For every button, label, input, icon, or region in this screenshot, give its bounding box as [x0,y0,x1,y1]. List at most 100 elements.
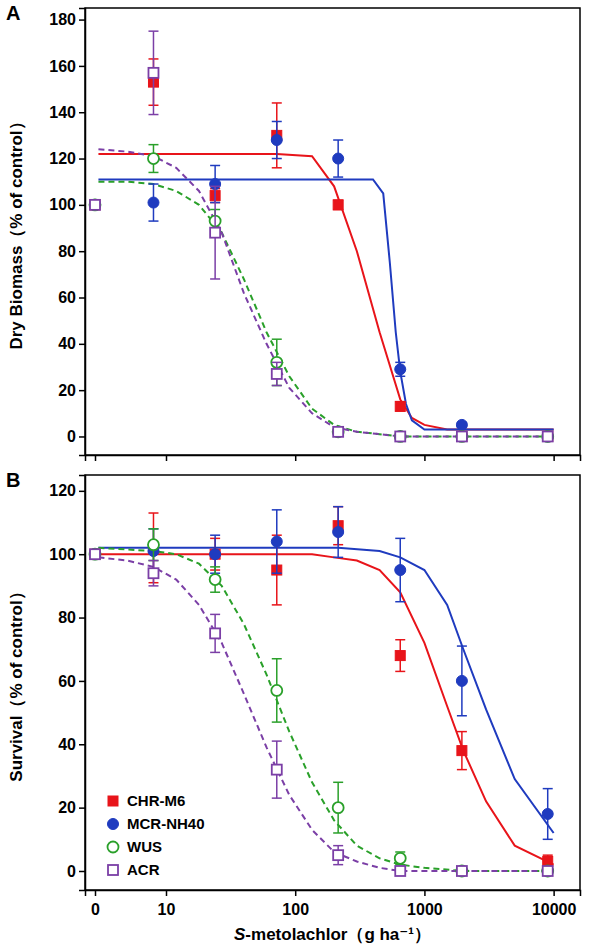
y-tick: 0 [67,863,85,880]
data-point [90,199,101,210]
y-axis-title: Survival（% of control） [7,583,26,781]
panel: 020406080100120140160180ADry Biomass（% o… [6,2,581,461]
legend-item: CHR-M6 [108,792,185,809]
y-tick: 60 [58,673,85,690]
x-tick [554,455,555,461]
error-bar-cap [333,782,343,784]
y-tick: 120 [49,482,85,499]
x-tick-mark [95,455,97,461]
data-point [210,628,220,638]
y-tick-label: 60 [58,289,76,306]
error-bar [210,567,220,592]
x-tick-label: 1000 [407,901,443,918]
legend-item: WUS [108,838,163,855]
data-point [148,568,158,578]
error-bar-cap [272,167,282,169]
data-point [271,135,282,146]
y-tick-mark [79,112,85,114]
error-bar-cap [272,604,282,606]
legend-marker [108,865,118,875]
data-point [395,565,406,576]
x-tick: 0 [91,890,100,918]
data-point [90,549,101,560]
data-point [148,197,159,208]
panel-label: B [6,469,20,491]
error-bar-cap [210,614,220,616]
y-tick-label: 0 [67,863,76,880]
error-bar-cap [395,601,405,603]
y-tick-mark [79,19,85,21]
error-bar-cap [543,854,553,856]
x-tick-label: 10000 [532,901,577,918]
legend-marker [108,796,118,806]
y-tick-mark [79,681,85,683]
y-tick-label: 100 [49,546,76,563]
data-point [90,549,100,559]
error-bar [333,507,343,558]
data-point [333,426,344,437]
error-bar-cap [272,102,282,104]
y-tick: 80 [58,243,85,260]
x-tick-mark [166,890,168,896]
error-bar-cap [272,158,282,160]
data-point [148,539,159,550]
legend-marker [108,819,119,830]
error-bar [457,732,467,770]
error-bar-cap [333,864,343,866]
error-bar-cap [333,832,343,834]
error-bar [333,846,343,865]
y-tick-label: 100 [49,196,76,213]
x-axis-title: S-metolachlor（g ha⁻¹） [234,925,431,944]
y-tick: 20 [58,382,85,399]
x-tick: 100 [282,890,309,918]
error-bar-cap [148,30,158,32]
error-bar [148,184,158,221]
y-tick-label: 40 [58,335,76,352]
error-bar-cap [210,186,220,188]
error-bar-cap [333,506,343,508]
error-bar-cap [148,114,158,116]
y-tick-mark [79,205,85,207]
x-tick-mark [295,455,297,461]
data-point [456,431,467,442]
error-bar-cap [457,769,467,771]
x-axis [86,455,581,461]
fit-curve [98,548,553,871]
error-bar [272,103,282,168]
data-point [395,866,405,876]
x-tick-mark [553,455,555,461]
y-tick-label: 0 [67,428,76,445]
error-bar [210,186,220,279]
error-bar-cap [272,385,282,387]
data-point [210,228,220,238]
error-bar-cap [395,671,405,673]
error-bar-cap [272,362,282,364]
data-point [333,527,344,538]
error-bar-cap [148,144,158,146]
error-bar-cap [210,165,220,167]
error-bar [395,538,405,601]
error-bar [148,513,158,583]
data-point [210,574,221,585]
x-tick-label: 100 [282,901,309,918]
y-tick-mark [79,744,85,746]
y-axis-line [79,9,86,456]
error-bar-cap [395,362,405,364]
error-bar-cap [543,788,553,790]
data-point [395,651,405,661]
data-point [333,802,344,813]
data-point [271,536,282,547]
y-tick: 100 [49,196,85,213]
error-bar-cap [457,731,467,733]
error-bar-cap [148,220,158,222]
error-bar [148,561,158,586]
error-bar [210,535,220,573]
error-bar [148,145,158,173]
y-tick-label: 60 [58,673,76,690]
error-bar-cap [148,560,158,562]
error-bar [395,852,405,865]
x-tick-mark [166,455,168,461]
error-bar [272,362,282,385]
x-tick: 10000 [532,890,577,918]
error-bar-cap [272,338,282,340]
